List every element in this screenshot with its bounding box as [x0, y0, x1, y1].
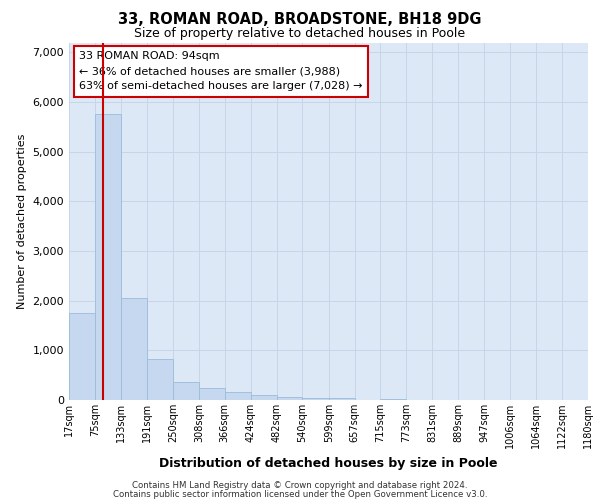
- Bar: [380, 398, 406, 400]
- Text: Contains HM Land Registry data © Crown copyright and database right 2024.: Contains HM Land Registry data © Crown c…: [132, 481, 468, 490]
- Bar: [95, 114, 121, 400]
- Bar: [225, 392, 251, 400]
- X-axis label: Distribution of detached houses by size in Poole: Distribution of detached houses by size …: [159, 456, 498, 469]
- Y-axis label: Number of detached properties: Number of detached properties: [17, 134, 27, 309]
- Bar: [173, 382, 199, 400]
- Text: Contains public sector information licensed under the Open Government Licence v3: Contains public sector information licen…: [113, 490, 487, 499]
- Bar: [121, 298, 146, 400]
- Text: 33 ROMAN ROAD: 94sqm
← 36% of detached houses are smaller (3,988)
63% of semi-de: 33 ROMAN ROAD: 94sqm ← 36% of detached h…: [79, 52, 363, 91]
- Text: Size of property relative to detached houses in Poole: Size of property relative to detached ho…: [134, 28, 466, 40]
- Bar: [146, 360, 173, 400]
- Bar: [302, 398, 329, 400]
- Bar: [329, 398, 355, 400]
- Bar: [277, 398, 302, 400]
- Bar: [251, 395, 277, 400]
- Bar: [199, 388, 225, 400]
- Text: 33, ROMAN ROAD, BROADSTONE, BH18 9DG: 33, ROMAN ROAD, BROADSTONE, BH18 9DG: [118, 12, 482, 28]
- Bar: [69, 313, 95, 400]
